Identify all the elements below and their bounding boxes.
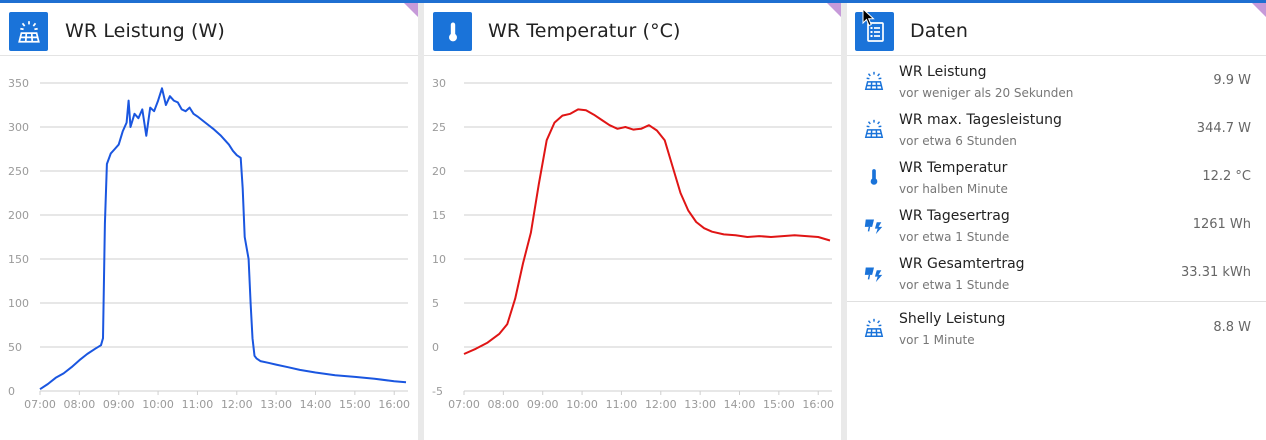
row-timestamp: vor etwa 6 Stunden (899, 134, 1017, 148)
series-line (39, 87, 407, 391)
x-tick-label: 14:00 (724, 398, 756, 411)
x-tick-label: 13:00 (260, 398, 292, 411)
y-tick-label: 20 (432, 165, 446, 178)
row-name: WR Temperatur (899, 160, 1008, 176)
mouse-cursor-icon (862, 8, 875, 27)
card-title: WR Leistung (W) (65, 20, 225, 42)
top-accent-bar (0, 0, 1266, 3)
temperature-card: WR Temperatur (°C) -5 0 5 10 15 20 25 30 07:00 08… (424, 3, 841, 440)
row-value: 33.31 kWh (1181, 265, 1251, 280)
x-tick-label: 08:00 (64, 398, 96, 411)
list-icon (855, 12, 894, 51)
row-value: 9.9 W (1213, 73, 1251, 88)
x-tick-label: 16:00 (802, 398, 834, 411)
y-tick-label: 10 (432, 253, 446, 266)
x-tick-label: 13:00 (684, 398, 716, 411)
y-tick-label: 25 (432, 121, 446, 134)
row-timestamp: vor halben Minute (899, 182, 1008, 196)
card-title: WR Temperatur (°C) (488, 20, 681, 42)
data-row[interactable]: WR Leistung vor weniger als 20 Sekunden 9.… (847, 57, 1266, 105)
x-tick-label: 10:00 (566, 398, 598, 411)
temperature-chart[interactable]: -5 0 5 10 15 20 25 30 07:00 08:00 09:00 10:00 11:00 1… (424, 57, 841, 440)
y-tick-label: 0 (432, 341, 439, 354)
row-name: WR max. Tagesleistung (899, 112, 1062, 128)
x-tick-label: 08:00 (488, 398, 520, 411)
row-timestamp: vor etwa 1 Stunde (899, 230, 1010, 244)
card-title: Daten (910, 20, 968, 42)
row-timestamp: vor etwa 1 Stunde (899, 278, 1010, 292)
row-timestamp: vor 1 Minute (899, 333, 975, 347)
y-tick-label: 100 (8, 297, 29, 310)
y-tick-label: 5 (432, 297, 439, 310)
y-tick-label: 15 (432, 209, 446, 222)
thermometer-icon (862, 165, 886, 189)
data-list: WR Leistung vor weniger als 20 Sekunden 9.… (847, 57, 1266, 352)
data-row[interactable]: WR max. Tagesleistung vor etwa 6 Stunden 3… (847, 105, 1266, 153)
card-corner-marker[interactable] (827, 3, 841, 17)
solar-panel-icon (862, 316, 886, 340)
data-row[interactable]: Shelly Leistung vor 1 Minute 8.8 W (847, 304, 1266, 352)
card-corner-marker[interactable] (1252, 3, 1266, 17)
row-value: 1261 Wh (1192, 217, 1251, 232)
card-header: WR Temperatur (°C) (424, 3, 841, 56)
x-tick-label: 07:00 (24, 398, 56, 411)
y-tick-label: 250 (8, 165, 29, 178)
data-card: Daten WR Leistung vor weniger als 20 Seku… (847, 3, 1266, 440)
solar-panel-icon (862, 69, 886, 93)
y-tick-label: 0 (8, 385, 15, 398)
x-tick-label: 15:00 (763, 398, 795, 411)
card-corner-marker[interactable] (404, 3, 418, 17)
x-tick-label: 12:00 (645, 398, 677, 411)
solar-panel-icon (862, 117, 886, 141)
x-tick-label: 15:00 (339, 398, 371, 411)
y-tick-label: 350 (8, 77, 29, 90)
row-value: 8.8 W (1213, 320, 1251, 335)
y-tick-label: 200 (8, 209, 29, 222)
series-line (463, 108, 831, 355)
y-tick-label: 150 (8, 253, 29, 266)
x-tick-label: 16:00 (378, 398, 410, 411)
power-card: WR Leistung (W) 0 50 100 150 200 250 300 350 07:… (0, 3, 418, 440)
y-tick-label: -5 (432, 385, 443, 398)
row-name: Shelly Leistung (899, 311, 1006, 327)
data-row[interactable]: WR Gesamtertrag vor etwa 1 Stunde 33.31 kW… (847, 249, 1266, 297)
x-tick-label: 11:00 (182, 398, 214, 411)
x-tick-label: 09:00 (527, 398, 559, 411)
row-name: WR Tagesertrag (899, 208, 1010, 224)
x-tick-label: 09:00 (103, 398, 135, 411)
x-tick-label: 14:00 (300, 398, 332, 411)
row-name: WR Gesamtertrag (899, 256, 1025, 272)
card-header: Daten (847, 3, 1266, 56)
card-header: WR Leistung (W) (0, 3, 418, 56)
power-chart[interactable]: 0 50 100 150 200 250 300 350 07:00 08:00 09:00 10:0… (0, 57, 418, 440)
list-divider (847, 301, 1266, 302)
row-value: 12.2 °C (1202, 169, 1251, 184)
row-timestamp: vor weniger als 20 Sekunden (899, 86, 1074, 100)
thermometer-icon (433, 12, 472, 51)
solar-power-icon (862, 213, 886, 237)
y-tick-label: 30 (432, 77, 446, 90)
solar-panel-icon (9, 12, 48, 51)
x-tick-label: 12:00 (221, 398, 253, 411)
y-tick-label: 300 (8, 121, 29, 134)
x-tick-label: 07:00 (448, 398, 480, 411)
data-row[interactable]: WR Temperatur vor halben Minute 12.2 °C (847, 153, 1266, 201)
x-tick-label: 10:00 (142, 398, 174, 411)
row-name: WR Leistung (899, 64, 987, 80)
solar-power-icon (862, 261, 886, 285)
y-tick-label: 50 (8, 341, 22, 354)
x-tick-label: 11:00 (606, 398, 638, 411)
row-value: 344.7 W (1196, 121, 1251, 136)
data-row[interactable]: WR Tagesertrag vor etwa 1 Stunde 1261 Wh (847, 201, 1266, 249)
